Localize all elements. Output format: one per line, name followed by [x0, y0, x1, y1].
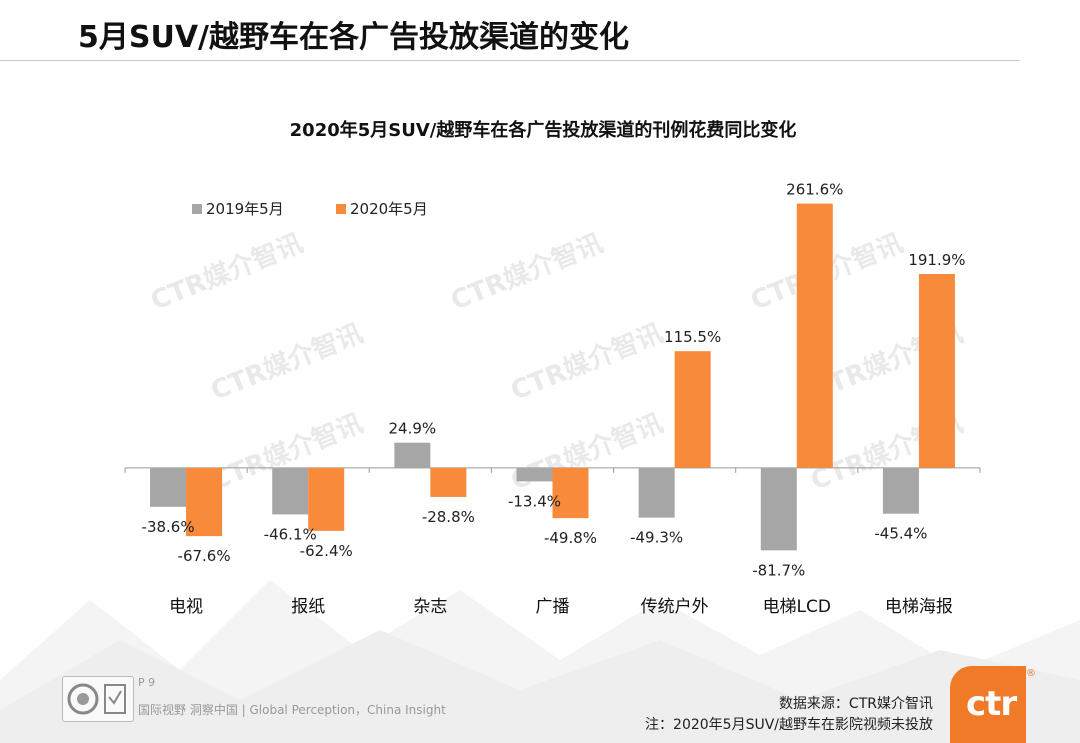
watermark-text: CTR媒介智讯	[507, 319, 667, 407]
data-label: -46.1%	[264, 525, 317, 543]
watermark-text: CTR媒介智讯	[147, 229, 307, 317]
data-label: -38.6%	[142, 518, 195, 536]
category-label: 电梯LCD	[763, 597, 831, 617]
page-title: 5月SUV/越野车在各广告投放渠道的变化	[78, 20, 630, 55]
footer-tagline: 国际视野 洞察中国 | Global Perception，China Insi…	[138, 703, 446, 717]
category-label: 广播	[536, 597, 570, 617]
certification-logo	[62, 676, 134, 722]
bar	[272, 467, 309, 515]
data-label: -81.7%	[752, 561, 805, 579]
brand-logo-text: ctr	[966, 684, 1017, 724]
brand-logo-block	[950, 666, 1026, 743]
bar	[638, 467, 675, 518]
chart-category-labels: 电视 报纸 杂志 广播 传统户外 电梯LCD 电梯海报	[169, 597, 953, 617]
category-label: 电视	[169, 597, 203, 617]
bar	[760, 467, 797, 551]
bar	[796, 203, 833, 468]
data-label: 24.9%	[389, 420, 437, 438]
category-label: 报纸	[291, 597, 325, 617]
data-label: -49.8%	[544, 529, 597, 547]
data-label: -49.3%	[630, 529, 683, 547]
background-decoration	[0, 580, 1080, 743]
legend-swatch	[192, 204, 202, 214]
watermark-text: CTR媒介智讯	[447, 229, 607, 317]
data-label: -67.6%	[178, 547, 231, 565]
footnote: 注：2020年5月SUV/越野车在影院视频未投放	[645, 717, 933, 733]
bar	[430, 467, 467, 497]
bar	[394, 442, 431, 468]
chart-legend: 2019年5月 2020年5月	[192, 200, 428, 218]
bar	[186, 467, 223, 537]
legend-label: 2019年5月	[206, 200, 284, 218]
bar	[150, 467, 187, 507]
legend-label: 2020年5月	[350, 200, 428, 218]
data-label: 191.9%	[908, 251, 965, 269]
data-label: -45.4%	[874, 525, 927, 543]
data-label: -62.4%	[300, 542, 353, 560]
bar	[308, 467, 345, 531]
bar	[674, 351, 711, 468]
title-divider	[0, 60, 1020, 61]
bar-chart: 2020年5月SUV/越野车在各广告投放渠道的刊例花费同比变化 CTR媒介智讯 C…	[124, 119, 981, 617]
bar	[516, 467, 553, 482]
bar	[882, 467, 919, 514]
legend-swatch	[336, 204, 346, 214]
data-label: 115.5%	[664, 328, 721, 346]
data-label: -28.8%	[422, 508, 475, 526]
data-source: 数据来源：CTR媒介智讯	[778, 696, 933, 712]
chart-data-labels: -38.6% -67.6% -46.1%-62.4% 24.9% -28.8% -13.4…	[142, 181, 966, 580]
page-number: P 9	[138, 676, 156, 689]
brand-registered-mark: ®	[1026, 668, 1036, 679]
category-label: 杂志	[413, 597, 447, 617]
watermark-text: CTR媒介智讯	[207, 319, 367, 407]
bar	[918, 274, 955, 468]
category-label: 传统户外	[641, 597, 709, 617]
chart-title: 2020年5月SUV/越野车在各广告投放渠道的刊例花费同比变化	[290, 119, 797, 141]
bar	[552, 467, 589, 519]
chart-bars	[150, 203, 955, 551]
data-label: -13.4%	[508, 492, 561, 510]
category-label: 电梯海报	[885, 597, 953, 617]
data-label: 261.6%	[786, 181, 843, 199]
